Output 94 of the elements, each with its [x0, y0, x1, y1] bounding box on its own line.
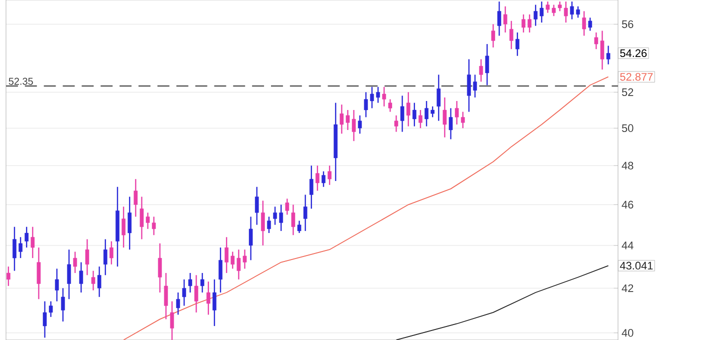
candlestick	[316, 165, 320, 192]
candlestick	[328, 165, 332, 186]
candlestick	[394, 114, 398, 132]
candlestick	[158, 242, 162, 294]
candlestick	[103, 238, 108, 276]
candlestick	[170, 300, 174, 340]
candlestick	[479, 58, 483, 82]
candlestick	[491, 24, 496, 48]
candlestick	[73, 251, 77, 274]
candlestick	[122, 206, 126, 248]
y-tick-label: 40	[622, 328, 634, 337]
candlestick	[509, 20, 514, 50]
candlestick	[564, 0, 568, 24]
candlestick	[110, 240, 114, 265]
candlestick	[303, 194, 308, 232]
candlestick	[528, 14, 532, 34]
candlestick	[485, 43, 490, 86]
candlestick	[400, 95, 404, 132]
candlestick	[85, 238, 90, 276]
candlestick	[309, 165, 314, 210]
candlestick	[218, 246, 222, 294]
candlestick	[176, 292, 180, 316]
line-series	[396, 265, 609, 340]
candlestick	[79, 262, 84, 294]
candlestick	[6, 266, 10, 287]
y-tick-label: 46	[622, 200, 634, 209]
candlestick	[582, 10, 586, 36]
candlestick	[540, 0, 544, 24]
candlestick	[364, 92, 368, 118]
candlestick	[128, 196, 132, 250]
candlestick	[406, 92, 410, 127]
data-label: 43.041	[620, 262, 653, 270]
candlestick	[322, 170, 326, 188]
candlestick	[200, 272, 204, 294]
candlestick	[436, 74, 441, 122]
candlestick	[442, 96, 447, 138]
candlestick	[424, 100, 428, 127]
candlestick	[254, 186, 259, 226]
candlestick	[503, 6, 508, 34]
candlestick	[418, 109, 422, 129]
candlestick	[291, 204, 296, 236]
candlestick	[12, 226, 16, 272]
candlestick	[212, 278, 216, 327]
candlestick	[473, 74, 477, 98]
candlestick	[382, 86, 386, 107]
candlestick	[267, 216, 271, 234]
candlestick	[588, 17, 592, 32]
candlestick	[188, 272, 192, 294]
candlestick	[67, 249, 71, 300]
candlestick	[36, 246, 41, 300]
candlestick	[358, 114, 362, 134]
candlestick	[576, 6, 580, 18]
candlestick	[24, 226, 29, 248]
candlestick	[182, 278, 186, 306]
candlestick	[430, 106, 435, 118]
candlestick	[497, 0, 502, 36]
candlestick	[164, 272, 168, 320]
candlestick	[522, 14, 526, 34]
candlestick	[248, 216, 253, 261]
candlestick	[61, 288, 65, 322]
y-tick-label: 56	[622, 20, 634, 28]
candlestick	[279, 204, 284, 232]
data-label: 52.877	[620, 72, 653, 81]
candlestick	[285, 198, 290, 216]
candlestick	[388, 98, 392, 112]
ref-line-label: 52.35	[8, 78, 33, 85]
y-tick-label: 42	[622, 284, 634, 292]
candlestick	[273, 206, 277, 226]
candlestick	[448, 108, 453, 140]
y-tick-label: 50	[622, 124, 634, 132]
candlestick	[467, 58, 471, 112]
candlestick	[412, 102, 416, 127]
candlestick	[376, 86, 380, 104]
candlestick	[18, 236, 22, 259]
candlestick	[30, 226, 35, 259]
candlestick	[516, 32, 520, 56]
y-tick-label: 52	[622, 88, 634, 96]
annotation: 54.26	[620, 49, 647, 58]
candlestick	[54, 268, 59, 302]
candlestick	[261, 200, 265, 246]
candlestick	[534, 4, 538, 26]
candlestick	[297, 220, 302, 234]
line-series	[123, 76, 609, 340]
candlestick	[134, 178, 138, 218]
candlestick	[570, 0, 574, 20]
y-tick-label: 44	[622, 242, 634, 250]
candlestick	[206, 280, 210, 316]
candlestick	[606, 45, 610, 65]
y-tick-label: 48	[622, 162, 634, 170]
candlestick	[97, 266, 102, 298]
candlestick	[224, 236, 228, 274]
candlestick	[370, 86, 374, 109]
candlestick	[194, 274, 198, 314]
candlestick	[91, 270, 96, 291]
